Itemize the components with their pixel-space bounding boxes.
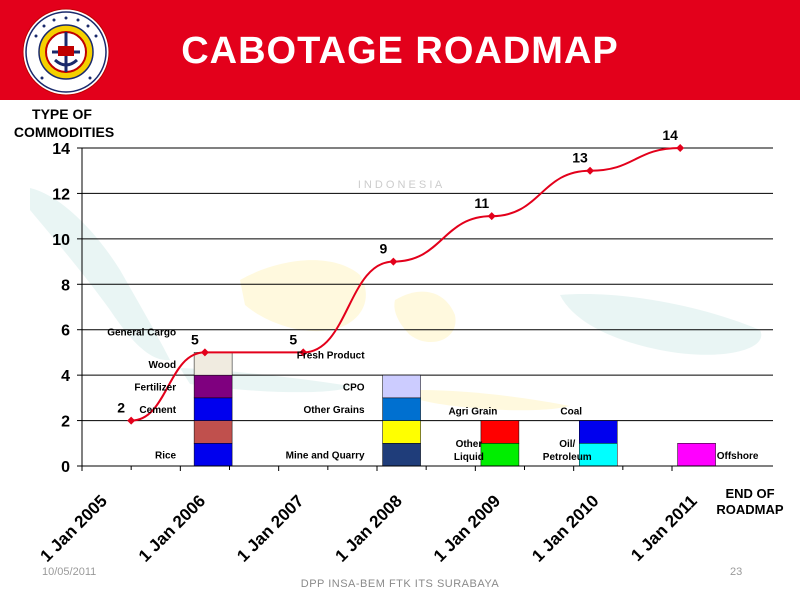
category-label: General Cargo xyxy=(107,328,176,339)
stack-segment xyxy=(193,352,233,376)
y-tick-label: 2 xyxy=(61,414,70,431)
commodity-label: Coal xyxy=(560,407,582,418)
footer-organization: DPP INSA-BEM FTK ITS SURABAYA xyxy=(300,578,500,590)
data-point-label: 14 xyxy=(662,127,678,143)
data-point-label: 5 xyxy=(289,331,297,347)
commodity-label: Other Grains xyxy=(303,405,365,416)
data-point-label: 5 xyxy=(191,331,199,347)
commodity-label: Cement xyxy=(139,405,176,416)
map-island-shape xyxy=(420,390,570,411)
y-axis-title-line2: COMMODITIES xyxy=(14,124,114,140)
commodity-label: Oil/ xyxy=(559,439,575,450)
x-tick-label: 1 Jan 2007 xyxy=(233,491,307,565)
y-tick-label: 14 xyxy=(52,141,70,158)
title-banner: CABOTAGE ROADMAP xyxy=(0,0,800,100)
stack-segment xyxy=(193,443,233,467)
commodity-line: 2 5 5 9 11 13 14 xyxy=(117,127,685,425)
x-tick-label: 1 Jan 2010 xyxy=(528,491,602,565)
stack-segment xyxy=(677,443,716,467)
commodity-label: Rice xyxy=(155,451,177,462)
category-label: Fresh Product xyxy=(297,350,365,361)
data-point-label: 13 xyxy=(572,150,588,166)
x-tick-label: 1 Jan 2009 xyxy=(430,491,504,565)
commodity-label: Fertilizer xyxy=(134,383,176,394)
commodity-stacks xyxy=(193,352,716,467)
y-tick-label: 6 xyxy=(61,323,70,340)
data-point-label: 9 xyxy=(379,241,387,257)
data-point-marker xyxy=(200,348,209,357)
data-point-marker xyxy=(676,144,685,152)
stack-segment xyxy=(579,420,618,444)
y-tick-label: 8 xyxy=(61,277,70,294)
commodity-label: CPO xyxy=(343,383,365,394)
commodity-label: Agri Grain xyxy=(448,407,497,418)
commodity-labels: Rice Cement Fertilizer Wood General Cargo Min… xyxy=(107,328,759,463)
association-logo xyxy=(22,8,110,96)
data-point-marker xyxy=(299,348,308,357)
x-tick-label: 1 Jan 2008 xyxy=(332,491,406,565)
commodity-label: Liquid xyxy=(454,452,484,463)
stack-segment xyxy=(193,374,233,399)
stack-segment xyxy=(382,420,421,444)
data-point-label: 11 xyxy=(474,195,489,211)
stack-segment xyxy=(193,397,233,421)
data-point-marker xyxy=(127,416,136,425)
x-tick-label: 1 Jan 2005 xyxy=(37,491,111,565)
map-island-shape xyxy=(394,291,456,343)
stack-segment xyxy=(193,420,233,444)
y-tick-label: 10 xyxy=(52,232,70,249)
end-of-roadmap-label: END OF ROADMAP xyxy=(716,486,784,517)
x-tick-label: 1 Jan 2006 xyxy=(135,491,209,565)
y-tick-label: 12 xyxy=(52,186,70,203)
data-point-marker xyxy=(586,166,595,175)
page-title: CABOTAGE ROADMAP xyxy=(181,30,619,72)
watermark-text: I N D O N E S I A xyxy=(358,179,443,191)
stack-segment xyxy=(480,420,520,444)
stack-segment xyxy=(382,374,421,399)
stack-segment xyxy=(382,397,421,421)
commodity-label: Other xyxy=(456,439,483,450)
map-island-shape xyxy=(30,188,170,361)
map-island-shape xyxy=(240,260,366,332)
commodity-label: Petroleum xyxy=(543,452,592,463)
footer-date: 10/05/2011 xyxy=(42,566,97,578)
map-island-shape xyxy=(560,294,762,355)
commodity-label: Offshore xyxy=(717,451,759,462)
roadmap-chart: I N D O N E S I A 0 2 4 6 8 10 12 14 1 Jan 2005 1… xyxy=(14,106,773,566)
y-tick-label: 4 xyxy=(61,368,70,385)
data-point-label: 2 xyxy=(117,400,125,416)
footer-page-number: 23 xyxy=(730,566,743,578)
x-tick-label: 1 Jan 2011 xyxy=(627,491,701,565)
commodity-label: Wood xyxy=(149,360,177,371)
y-tick-label: 0 xyxy=(61,459,70,476)
commodity-label: Mine and Quarry xyxy=(286,451,365,462)
data-point-marker xyxy=(389,257,398,266)
data-point-marker xyxy=(487,212,496,221)
y-axis-title-line1: TYPE OF xyxy=(32,106,92,122)
stack-segment xyxy=(480,443,520,467)
stack-segment xyxy=(382,443,421,467)
